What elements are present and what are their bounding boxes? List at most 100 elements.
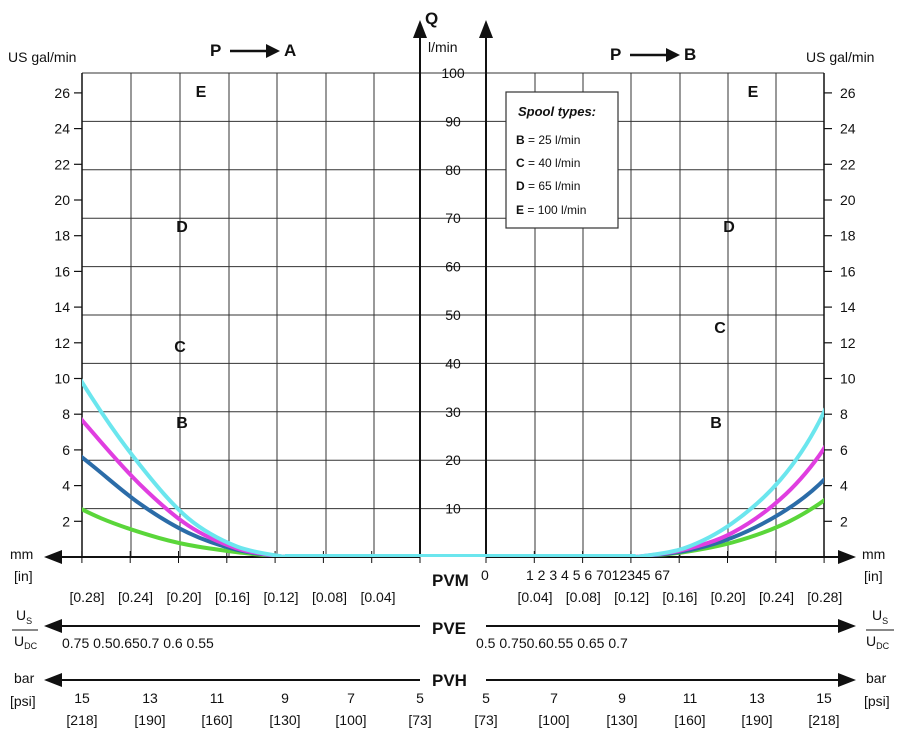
- gal-tick-label-right: 2: [840, 513, 848, 529]
- arrow-right-icon: [838, 550, 856, 564]
- gal-tick-label-right: 8: [840, 406, 848, 422]
- curve-label-C-left: C: [174, 339, 186, 356]
- pvh-bar-tick: 13: [749, 690, 765, 706]
- pvh-bar-tick: 7: [347, 690, 355, 706]
- gal-tick-label-left: 4: [62, 478, 70, 494]
- pvm-right-ticks: 1 2 3 4 5 6 7012345 67: [526, 567, 670, 583]
- pvh-psi-tick: [100]: [538, 712, 569, 728]
- gal-tick-label-right: 16: [840, 263, 856, 279]
- series-B-right-line: [633, 497, 824, 557]
- pvm-in-tick: [0.24]: [118, 589, 153, 605]
- gal-tick-label-left: 10: [54, 371, 70, 387]
- lpm-tick-label: 80: [445, 162, 461, 178]
- pvm-in-tick: [0.08]: [312, 589, 347, 605]
- gal-tick-label-left: 2: [62, 513, 70, 529]
- lpm-tick-label: 50: [445, 307, 461, 323]
- gal-tick-label-left: 8: [62, 406, 70, 422]
- us-udc-label-right: US UDC: [866, 607, 894, 651]
- svg-text:US: US: [16, 607, 32, 626]
- lpm-tick-label: 60: [445, 259, 461, 275]
- pvh-bar-tick: 11: [210, 690, 225, 706]
- curve-label-B-right: B: [710, 415, 722, 432]
- gal-tick-label-right: 14: [840, 299, 856, 315]
- lpm-tick-label: 20: [445, 452, 461, 468]
- gal-tick-label-right: 26: [840, 85, 856, 101]
- curve-label-D-right: D: [723, 219, 735, 236]
- mm-label-left: mm: [10, 546, 33, 562]
- pvm-in-tick: [0.28]: [69, 589, 104, 605]
- psi-label-left: [psi]: [10, 693, 36, 709]
- pvh-psi-tick: [130]: [269, 712, 300, 728]
- mm-label-right: mm: [862, 546, 885, 562]
- series-B-left-line: [82, 507, 287, 557]
- series-E-left-line: [82, 378, 287, 557]
- pvh-bar-tick: 11: [683, 690, 698, 706]
- arrow-left-icon: [44, 550, 62, 564]
- arrow-left-icon: [44, 619, 62, 633]
- svg-text:UDC: UDC: [866, 633, 890, 651]
- series-C-right-line: [633, 476, 824, 557]
- lpm-tick-label: 10: [445, 501, 461, 517]
- gal-tick-label-left: 16: [54, 263, 70, 279]
- arrow-up-icon: [479, 20, 493, 38]
- lpm-tick-label: 100: [441, 65, 465, 81]
- gal-tick-label-right: 12: [840, 335, 856, 351]
- pvm-zero-tick: 0: [481, 567, 489, 583]
- series-D-left-line: [82, 417, 287, 557]
- pvm-in-tick: [0.20]: [166, 589, 201, 605]
- bar-label-right: bar: [866, 670, 887, 686]
- gal-tick-label-left: 20: [54, 192, 70, 208]
- gal-tick-label-left: 22: [54, 156, 70, 172]
- pvh-bar-tick: 9: [281, 690, 289, 706]
- axes: [44, 20, 856, 687]
- arrow-right-icon: [630, 48, 680, 62]
- pvh-bar-tick: 15: [74, 690, 90, 706]
- q-axis-label: Q: [425, 9, 438, 28]
- curve-label-C-right: C: [714, 320, 726, 337]
- curve-label-E-right: E: [748, 84, 759, 101]
- gal-tick-label-left: 14: [54, 299, 70, 315]
- pvm-right-inch-ticks: [0.04] [0.08] [0.12] [0.16] [0.20] [0.24] [0.2…: [517, 589, 842, 605]
- in-label-right: [in]: [864, 568, 883, 584]
- pvh-psi-tick: [190]: [741, 712, 772, 728]
- pvm-label: PVM: [432, 571, 469, 590]
- series-E-right-line: [633, 407, 824, 557]
- lpm-tick-label: 40: [445, 355, 461, 371]
- pvh-label: PVH: [432, 671, 467, 690]
- series-D-right-line: [633, 444, 824, 557]
- gal-tick-label-left: 26: [54, 85, 70, 101]
- arrow-right-icon: [838, 673, 856, 687]
- pvh-ticks: 15 [218] 13 [190] 11 [160] 9 [130] 7 [100] 5 [73] 5 […: [66, 690, 839, 728]
- legend-item: C = 40 l/min: [516, 156, 580, 170]
- pvh-bar-tick: 5: [482, 690, 490, 706]
- psi-label-right: [psi]: [864, 693, 890, 709]
- pve-label: PVE: [432, 619, 466, 638]
- legend-item: D = 65 l/min: [516, 179, 580, 193]
- right-direction-from: P: [610, 45, 621, 64]
- gal-tick-label-right: 18: [840, 228, 856, 244]
- right-unit-label: US gal/min: [806, 49, 874, 65]
- pvm-in-tick: [0.04]: [360, 589, 395, 605]
- pvh-psi-tick: [160]: [674, 712, 705, 728]
- left-direction-from: P: [210, 41, 221, 60]
- pve-left-ticks: 0.75 0.50.650.7 0.6 0.55: [62, 635, 214, 651]
- pvm-in-tick: [0.20]: [711, 589, 746, 605]
- arrow-left-icon: [44, 673, 62, 687]
- right-direction-to: B: [684, 45, 696, 64]
- left-unit-label: US gal/min: [8, 49, 76, 65]
- curve-label-E-left: E: [196, 84, 207, 101]
- pvh-psi-tick: [100]: [335, 712, 366, 728]
- pvm-in-tick: [0.16]: [215, 589, 250, 605]
- legend-item: E = 100 l/min: [516, 203, 586, 217]
- legend-item: B = 25 l/min: [516, 133, 580, 147]
- pvm-in-tick: [0.08]: [566, 589, 601, 605]
- lpm-tick-label: 30: [445, 404, 461, 420]
- bar-label-left: bar: [14, 670, 35, 686]
- pvh-psi-tick: [73]: [474, 712, 497, 728]
- pvh-psi-tick: [218]: [66, 712, 97, 728]
- curves: [82, 378, 824, 557]
- gal-tick-label-left: 12: [54, 335, 70, 351]
- svg-text:UDC: UDC: [14, 633, 38, 651]
- legend: Spool types: B = 25 l/min C = 40 l/min D…: [505, 91, 619, 229]
